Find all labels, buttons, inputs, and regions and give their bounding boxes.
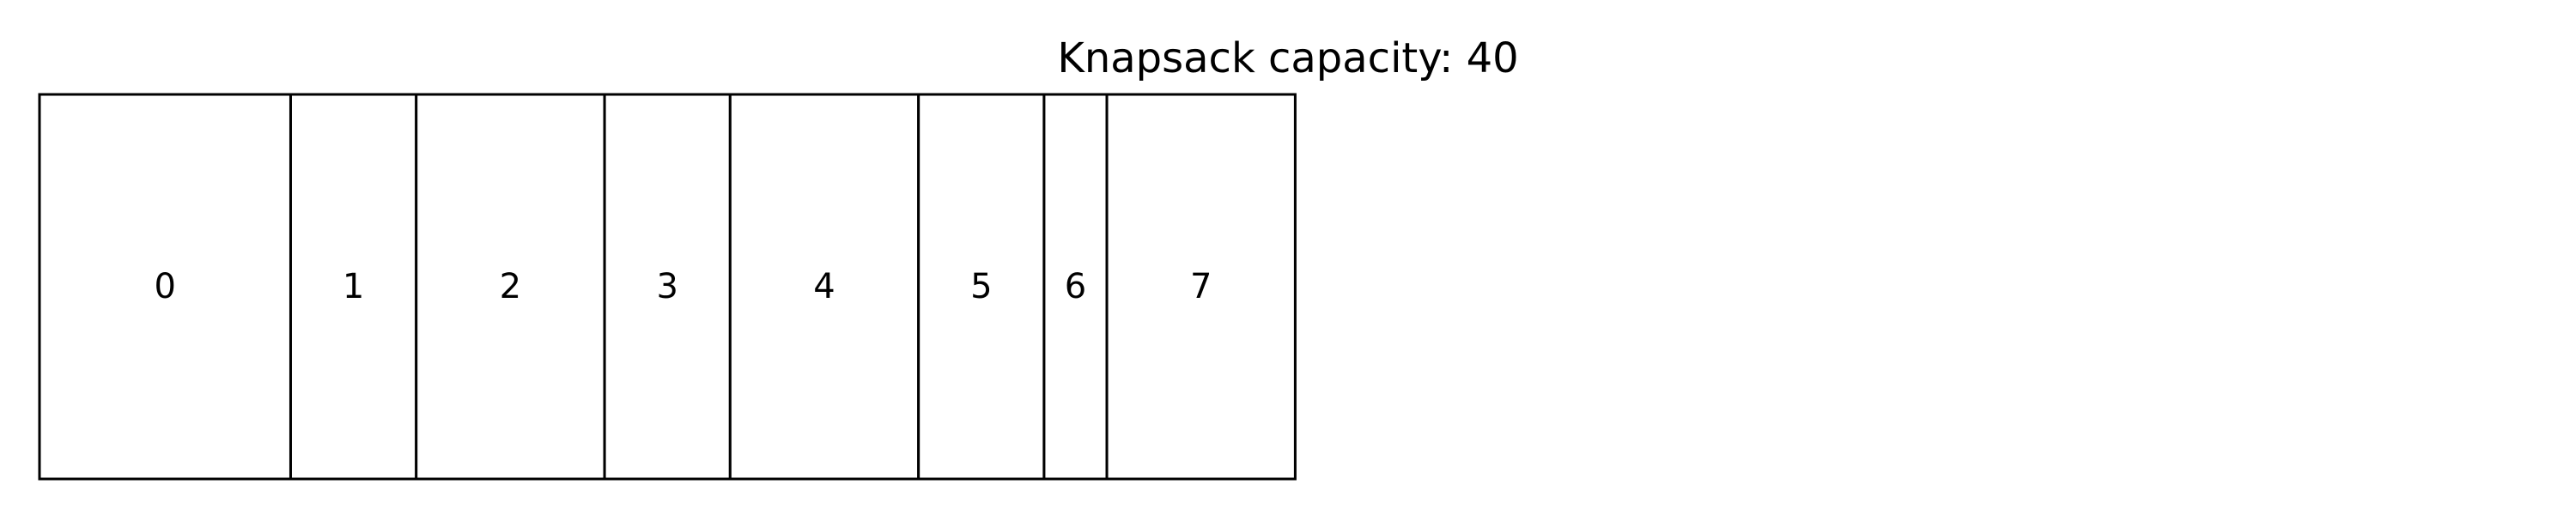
item-rect-4 [728, 93, 920, 481]
item-rect-7 [1105, 93, 1297, 481]
item-label-5: 5 [970, 267, 992, 306]
diagram-title: Knapsack capacity: 40 [1057, 34, 1519, 82]
item-box-7: 7 [1105, 93, 1297, 481]
item-label-4: 4 [813, 267, 835, 306]
item-rect-2 [415, 93, 606, 481]
item-box-4: 4 [728, 93, 920, 481]
item-rect-3 [603, 93, 732, 481]
item-box-5: 5 [917, 93, 1046, 481]
item-box-6: 6 [1042, 93, 1109, 481]
item-label-0: 0 [155, 267, 176, 306]
item-label-3: 3 [656, 267, 677, 306]
item-label-6: 6 [1065, 267, 1086, 306]
item-box-3: 3 [603, 93, 732, 481]
item-box-0: 0 [38, 93, 292, 481]
item-label-1: 1 [343, 267, 364, 306]
item-rect-5 [917, 93, 1046, 481]
item-box-2: 2 [415, 93, 606, 481]
item-label-7: 7 [1190, 267, 1212, 306]
item-rect-1 [289, 93, 418, 481]
item-rect-0 [38, 93, 292, 481]
item-label-2: 2 [500, 267, 521, 306]
item-box-1: 1 [289, 93, 418, 481]
